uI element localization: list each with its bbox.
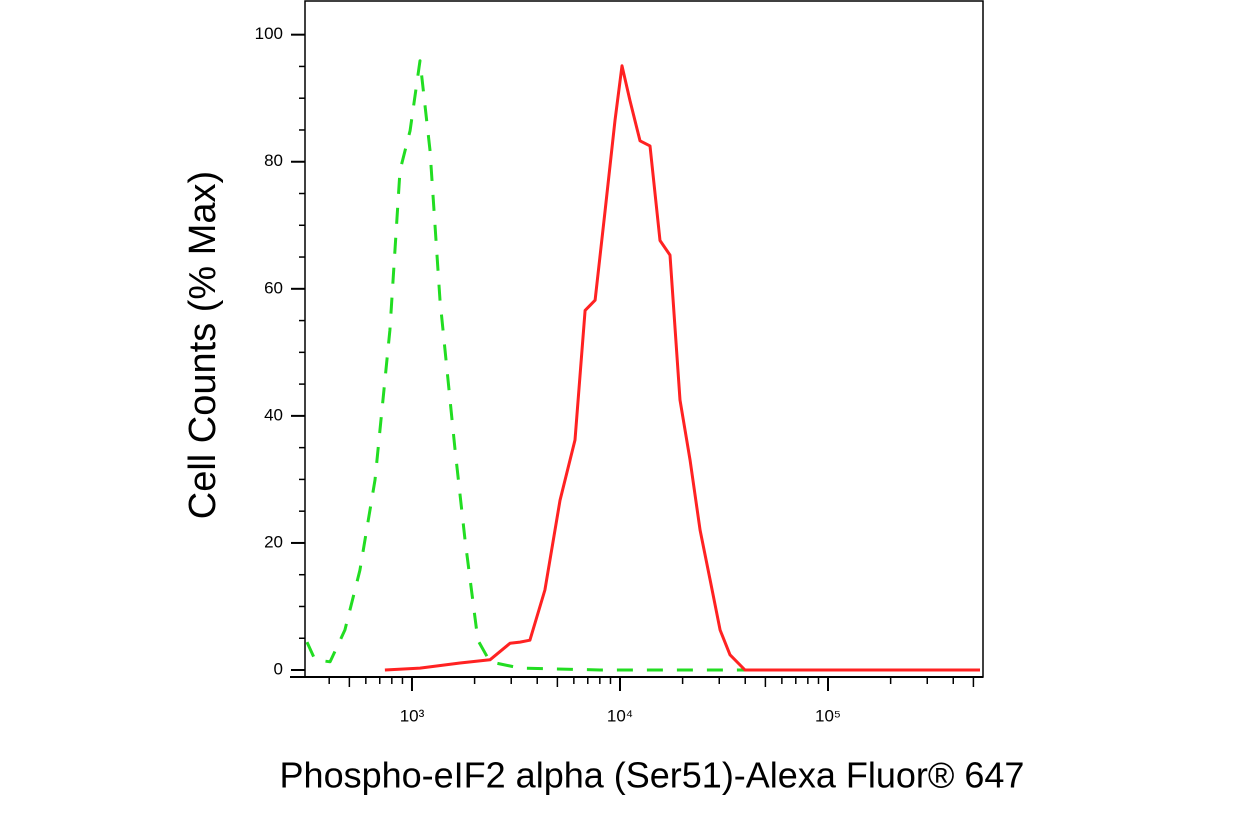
- y-tick-label: 20: [264, 532, 283, 551]
- histogram-line: [305, 59, 980, 672]
- y-tick-label: 80: [264, 151, 283, 170]
- x-axis-label: Phospho-eIF2 alpha (Ser51)-Alexa Fluor® …: [280, 755, 1025, 796]
- histogram-line: [384, 64, 980, 672]
- x-tick-label: 10⁵: [815, 706, 841, 725]
- plot-frame: [304, 0, 984, 678]
- y-tick-label: 100: [255, 24, 283, 43]
- y-axis-label: Cell Counts (% Max): [182, 171, 224, 519]
- y-tick-label: 60: [264, 278, 283, 297]
- x-tick-label: 10³: [400, 706, 425, 725]
- x-tick-label: 10⁴: [607, 706, 633, 725]
- y-tick-label: 40: [264, 405, 283, 424]
- y-tick-label: 0: [274, 659, 283, 678]
